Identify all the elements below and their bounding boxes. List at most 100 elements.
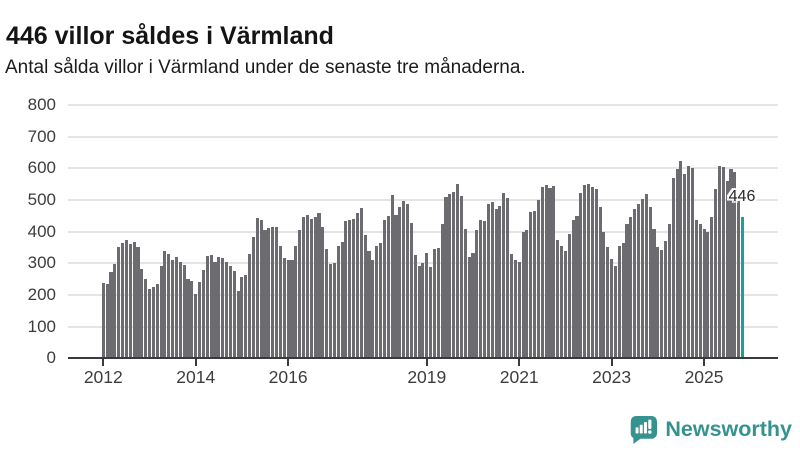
- y-axis-tick-label: 800: [27, 95, 56, 114]
- bar: [625, 223, 629, 359]
- bar: [367, 251, 371, 359]
- bar: [606, 247, 610, 359]
- bar: [440, 224, 444, 359]
- bar: [583, 184, 587, 359]
- bar: [525, 230, 529, 359]
- bar: [171, 260, 175, 359]
- bar: [336, 246, 340, 359]
- bar: [244, 275, 248, 359]
- bar: [602, 232, 606, 359]
- bar: [255, 218, 259, 359]
- bar: [444, 197, 448, 359]
- bar: [240, 276, 244, 359]
- gridline: [68, 230, 778, 233]
- bar: [613, 265, 618, 359]
- bar: [194, 293, 198, 359]
- bar: [467, 256, 471, 359]
- bar: [656, 247, 660, 359]
- bar: [509, 253, 514, 359]
- bar: [325, 249, 329, 359]
- bar: [456, 183, 460, 359]
- bar: [533, 211, 537, 359]
- bar: [151, 287, 155, 359]
- bar: [544, 184, 548, 359]
- y-axis-tick-label: 400: [27, 221, 56, 241]
- bar: [213, 262, 217, 359]
- bar: [275, 227, 279, 359]
- bar: [382, 220, 386, 359]
- bar: [121, 243, 125, 359]
- bar: [182, 264, 186, 359]
- bar: [413, 255, 417, 359]
- bar: [579, 193, 583, 359]
- bar: [479, 219, 483, 359]
- bar: [629, 217, 633, 359]
- bar: [483, 220, 487, 359]
- bar: [452, 192, 456, 359]
- bar: [398, 206, 402, 359]
- bar: [475, 230, 479, 359]
- bar: [610, 258, 614, 359]
- bar: [648, 207, 652, 359]
- bar: [305, 215, 309, 359]
- bar: [425, 252, 429, 359]
- bar: [236, 290, 240, 359]
- bar: [379, 243, 383, 359]
- x-axis-tick-label: 2014: [176, 367, 216, 388]
- bar: [644, 193, 648, 359]
- bar: [513, 259, 517, 359]
- bar: [190, 281, 194, 359]
- bar: [571, 219, 575, 359]
- bar: [402, 201, 406, 359]
- bar: [633, 208, 637, 359]
- bar: [217, 256, 221, 359]
- bar: [490, 202, 494, 359]
- bar: [459, 195, 463, 359]
- page-title: 446 villor såldes i Värmland: [6, 21, 334, 50]
- bar: [706, 232, 710, 359]
- value-callout: 446: [728, 188, 756, 205]
- bar: [101, 282, 105, 359]
- brand-logo[interactable]: Newsworthy: [629, 414, 792, 445]
- bar: [556, 239, 560, 359]
- x-axis-tick-label: 2016: [268, 367, 308, 388]
- highlighted-bar: [741, 217, 745, 359]
- bar: [309, 218, 313, 359]
- bar: [432, 248, 437, 359]
- bar: [429, 267, 433, 359]
- bar: [147, 288, 152, 359]
- bar: [617, 245, 621, 359]
- y-axis-tick-label: 700: [27, 126, 56, 146]
- bar: [717, 165, 721, 359]
- chart-subtitle: Antal sålda villor i Värmland under de s…: [5, 57, 526, 78]
- bar: [694, 219, 698, 359]
- bar: [575, 215, 579, 359]
- x-axis-tick-label: 2012: [83, 367, 123, 388]
- gridline: [68, 167, 778, 170]
- bar: [321, 227, 325, 359]
- bar: [536, 199, 540, 359]
- bar: [714, 188, 718, 359]
- gridline: [68, 104, 778, 106]
- bar: [290, 259, 294, 359]
- bar: [355, 212, 359, 359]
- bar: [224, 262, 229, 359]
- bar: [263, 229, 267, 359]
- x-axis-line: [68, 357, 778, 360]
- x-axis-tick: [287, 359, 290, 367]
- bar: [371, 259, 375, 359]
- bar: [737, 201, 741, 359]
- bar: [159, 265, 163, 359]
- bar: [251, 237, 256, 359]
- y-axis-tick-label: 0: [46, 348, 56, 368]
- bar: [390, 195, 394, 359]
- bar: [128, 243, 132, 359]
- x-axis-tick-label: 2021: [499, 367, 539, 388]
- bar: [113, 263, 117, 359]
- bar: [594, 188, 598, 359]
- x-axis-tick: [518, 359, 521, 367]
- bar: [521, 232, 525, 359]
- bar: [302, 217, 306, 359]
- x-axis-tick-label: 2019: [407, 367, 447, 388]
- bar: [498, 205, 502, 359]
